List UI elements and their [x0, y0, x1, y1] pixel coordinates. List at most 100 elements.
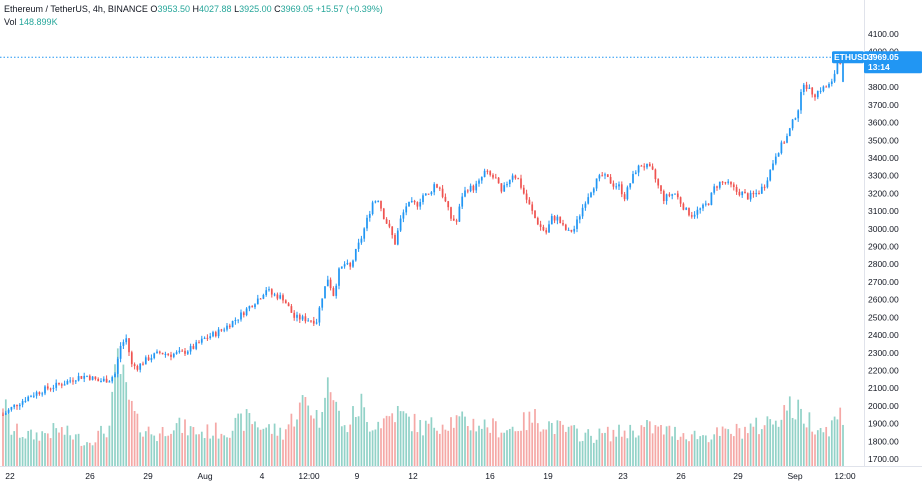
volume-bar [805, 427, 808, 466]
candle [83, 372, 86, 383]
candle [497, 177, 500, 184]
price-tick-label: 3100.00 [868, 206, 899, 216]
candle [458, 203, 461, 223]
volume-bar [830, 420, 833, 466]
volume-bar [63, 434, 66, 466]
volume-bar [797, 399, 800, 466]
candle [570, 229, 573, 233]
volume-bar [791, 417, 794, 466]
volume-bar [704, 435, 707, 466]
candle [662, 189, 665, 205]
volume-bar [335, 401, 338, 466]
volume-bar [273, 423, 276, 466]
candle [116, 356, 119, 378]
volume-bar [52, 423, 55, 466]
volume-bar [489, 432, 492, 466]
volume-bar [447, 430, 450, 466]
candle [741, 191, 744, 198]
volume-bar [424, 420, 427, 466]
candle [128, 338, 130, 357]
candle [374, 200, 377, 204]
candle [562, 219, 564, 227]
candle [774, 153, 777, 166]
candle [503, 182, 506, 192]
price-tick-label: 2300.00 [868, 348, 899, 358]
volume-bar [716, 427, 718, 466]
volume-bar [626, 438, 629, 466]
volume-bar [49, 438, 52, 466]
candle [648, 162, 651, 167]
volume-bar [634, 437, 637, 466]
candle [730, 181, 732, 188]
volume-bar [195, 434, 198, 466]
time-tick-label: 4 [260, 471, 265, 481]
volume-bar [828, 436, 830, 466]
candle [447, 200, 450, 211]
candle [217, 327, 220, 339]
volume-bar [136, 413, 139, 466]
time-tick-label: 9 [355, 471, 360, 481]
candle [766, 177, 769, 189]
candle [601, 171, 604, 177]
close-label: C [274, 4, 281, 14]
candle [49, 387, 52, 392]
candle [144, 355, 147, 365]
volume-bar [427, 423, 430, 466]
candle [514, 174, 517, 180]
price-tick-label: 3500.00 [868, 135, 899, 145]
candle [489, 170, 492, 177]
candle [721, 180, 724, 186]
volume-bar [584, 432, 587, 466]
candle [472, 184, 475, 193]
candle [553, 215, 556, 224]
volume-bar [66, 425, 69, 466]
volume-bar [220, 433, 223, 466]
candle [175, 350, 178, 355]
volume-bar [503, 432, 506, 466]
candle [354, 248, 357, 262]
candle [769, 169, 772, 182]
candle [430, 191, 433, 196]
volume-bar [441, 424, 444, 466]
volume-bar [525, 430, 528, 466]
candle [808, 84, 811, 89]
price-tag: ETHUSDT 3969.05 13:14 [832, 51, 922, 74]
volume-bar [102, 433, 105, 466]
candle [363, 227, 366, 242]
volume-bar [699, 436, 702, 466]
volume-bar [609, 441, 612, 466]
candles [2, 54, 844, 416]
candle [21, 398, 24, 408]
candle [130, 350, 133, 368]
candle [254, 303, 256, 310]
candle [676, 190, 679, 200]
candle [814, 93, 816, 101]
candle [508, 179, 511, 188]
candle [396, 228, 399, 246]
candle [688, 207, 690, 217]
volume-bar [727, 429, 730, 466]
volume-bar [595, 439, 598, 466]
candle [419, 198, 422, 210]
candle [511, 173, 514, 183]
volume-bar [660, 425, 662, 466]
volume-bar [30, 429, 32, 466]
volume-bar [707, 442, 710, 466]
candle [685, 206, 688, 211]
candle [584, 201, 587, 211]
volume-bar [170, 433, 172, 466]
volume-bar [430, 417, 433, 466]
candle [100, 378, 102, 383]
volume-bar [752, 426, 755, 466]
volume-bar [4, 399, 7, 466]
candle [251, 305, 254, 308]
candle [452, 215, 455, 222]
volume-bar [91, 445, 94, 466]
volume-bar [601, 433, 604, 466]
candle [536, 216, 539, 226]
candle [416, 201, 419, 210]
volume-bar [520, 430, 522, 466]
candle [284, 299, 287, 304]
